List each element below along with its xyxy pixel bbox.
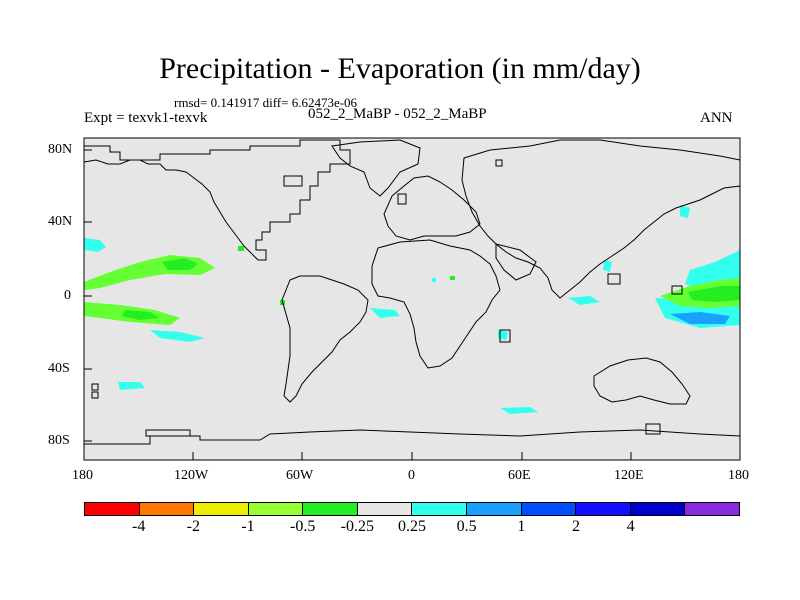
lat-label-40n: 40N [48,214,73,229]
experiment-label: Expt = texvk1-texvk [84,110,208,126]
colorbar-swatch [303,503,358,515]
coastline-asia [461,139,741,299]
lon-label-0: 0 [408,468,415,483]
lon-ticks [83,452,741,460]
coastline-greenland [331,139,421,197]
stats-line: rmsd= 0.141917 diff= 6.62473e-06 [174,95,358,110]
colorbar-swatch [85,503,140,515]
colorbar-swatch [194,503,249,515]
colorbar-swatch [467,503,522,515]
colorbar-label: 2 [572,518,580,535]
coastline-arabia [495,243,537,281]
colorbar-label: -2 [186,518,200,535]
lon-label-60e: 60E [508,468,531,483]
lon-label-120e: 120E [614,468,644,483]
lat-label-0: 0 [64,288,71,303]
colorbar-swatch [139,503,195,515]
colorbar-label: -1 [241,518,255,535]
anomaly-green-east-core [688,286,740,302]
coastline-island-1 [283,175,303,187]
colorbar-label: -4 [131,518,146,535]
colorbar-label: -0.25 [340,518,374,535]
coastline-island-10 [495,159,503,167]
lon-label-180w: 180 [72,468,93,483]
coastline-island-8 [91,391,99,399]
plot-title: Precipitation - Evaporation (in mm/day) [159,52,641,85]
coastline-south-america [281,275,369,403]
anomaly-green-north-core [162,258,198,270]
lat-label-80n: 80N [48,142,73,157]
colorbar-swatch [412,503,468,515]
colorbar-label: 1 [517,518,526,535]
lat-label-80s: 80S [48,433,70,448]
coastline-africa [371,239,501,369]
colorbar-label: -0.5 [289,518,316,535]
colorbar-swatch [630,503,686,515]
anomaly-cyan-south-atlantic [370,308,400,318]
anomaly-shading [84,205,740,414]
colorbar-swatch [685,503,739,515]
case-label: 052_2_MaBP - 052_2_MaBP [308,106,487,122]
colorbar-label: 0.5 [456,518,477,535]
coastline-island-2 [397,193,407,205]
anomaly-cyan-south-pacific [118,382,145,390]
lat-ticks [84,149,92,442]
anomaly-spot-4 [432,278,436,282]
coastline-island-9 [499,329,511,343]
coastline-island-7 [91,383,99,391]
anomaly-cyan-south-strip [150,330,205,342]
anomaly-cyan-north-pacific [680,205,690,218]
lon-label-120w: 120W [174,468,209,483]
coastline-island-3 [645,423,661,435]
anomaly-cyan-west-north [84,238,106,252]
colorbar-label: 0.25 [398,518,426,535]
coastline-europe [383,175,481,241]
lon-label-180e: 180 [728,468,749,483]
anomaly-cyan-indian-ocean [568,296,600,305]
season-label: ANN [700,110,733,126]
lat-label-40s: 40S [48,361,70,376]
colorbar [84,502,740,516]
coastline-australia [593,357,691,405]
anomaly-spot-1 [238,246,244,251]
colorbar-swatch [576,503,631,515]
map-background [84,138,740,460]
colorbar-label: 4 [626,518,635,535]
anomaly-spot-3 [450,276,455,280]
colorbar-swatch [521,503,577,515]
coastline-island-5 [671,285,683,295]
coastline-north-america [83,139,351,261]
anomaly-green-south-core [122,310,160,320]
colorbar-swatch [248,503,304,515]
colorbar-swatch [357,503,413,515]
anomaly-cyan-east-asia [603,260,612,272]
anomaly-cyan-southern-ocean [500,407,538,414]
anomaly-blue-east [670,312,730,324]
coastline-island-4 [607,273,621,285]
coastlines [83,139,741,445]
lon-label-60w: 60W [286,468,314,483]
coastline-island-6 [145,429,191,437]
